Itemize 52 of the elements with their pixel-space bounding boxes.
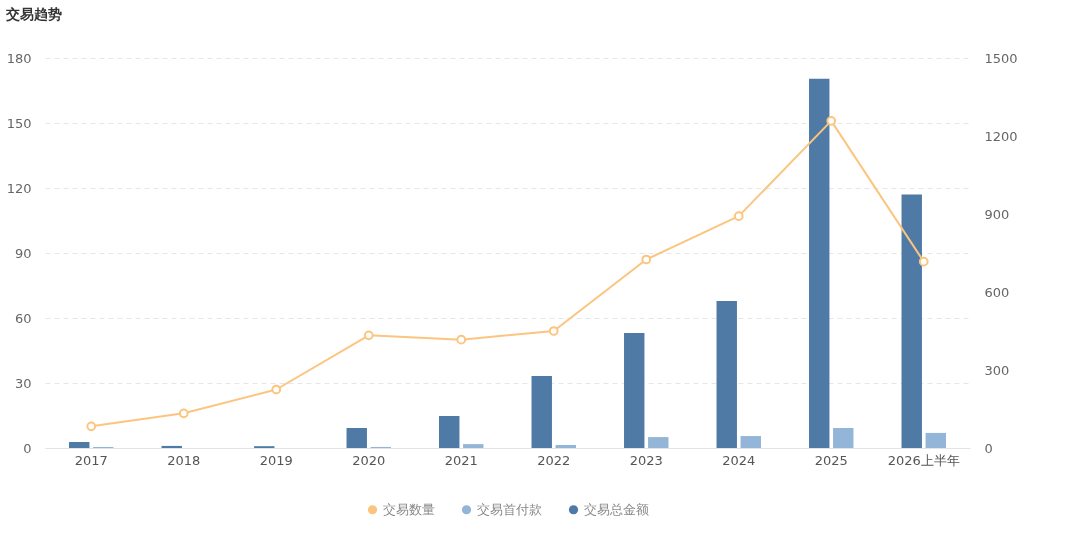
- point: [86, 421, 97, 432]
- point: [826, 115, 837, 126]
- x-tick-label: 2025: [814, 452, 848, 468]
- x-tick-label: 2020: [352, 452, 386, 468]
- x-tick-label: 2022: [537, 452, 571, 468]
- y2-tick-label: 1200: [984, 128, 1018, 144]
- y-tick-label: 180: [6, 50, 32, 66]
- bar: [809, 78, 830, 448]
- point: [178, 408, 189, 419]
- bar: [439, 416, 460, 448]
- y2-tick-label: 1500: [984, 50, 1018, 66]
- bar: [531, 375, 552, 448]
- bar: [648, 437, 669, 448]
- legend-label: 交易首付款: [477, 501, 542, 517]
- y2-tick-label: 600: [984, 284, 1010, 300]
- y-tick-label: 30: [14, 375, 32, 391]
- x-tick-label: 2023: [629, 452, 663, 468]
- x-tick-label: 2019: [259, 452, 293, 468]
- x-tick-label: 2021: [444, 452, 478, 468]
- point: [271, 384, 282, 395]
- point: [548, 326, 559, 336]
- bar: [833, 427, 854, 448]
- bar: [69, 442, 90, 448]
- bar: [463, 444, 484, 448]
- bar: [716, 301, 737, 448]
- x-tick-label: 2017: [74, 452, 108, 468]
- y2-tick-label: 300: [984, 362, 1010, 378]
- y2-tick-label: 0: [984, 440, 993, 456]
- bar: [346, 427, 367, 448]
- point: [918, 256, 929, 267]
- legend-label: 交易数量: [383, 501, 435, 517]
- point: [363, 330, 374, 341]
- y-tick-label: 60: [14, 310, 32, 326]
- x-tick-label: 2024: [722, 452, 756, 468]
- bar: [161, 445, 182, 448]
- y2-tick-label: 900: [984, 206, 1010, 222]
- y-tick-label: 120: [6, 180, 32, 196]
- y-tick-label: 90: [14, 245, 32, 261]
- chart-title: 交易趋势: [5, 6, 63, 22]
- point: [456, 334, 467, 345]
- y-tick-label: 0: [23, 440, 32, 456]
- legend-label: 交易总金额: [584, 501, 649, 517]
- bar: [740, 436, 761, 448]
- point: [641, 254, 652, 265]
- point: [733, 211, 744, 222]
- bar: [901, 194, 922, 448]
- bar: [555, 444, 576, 448]
- bar: [624, 333, 645, 448]
- x-tick-label: 2018: [167, 452, 201, 468]
- x-tick-label: 2026上半年: [887, 452, 960, 468]
- y-tick-label: 150: [6, 115, 32, 131]
- bar: [925, 432, 946, 448]
